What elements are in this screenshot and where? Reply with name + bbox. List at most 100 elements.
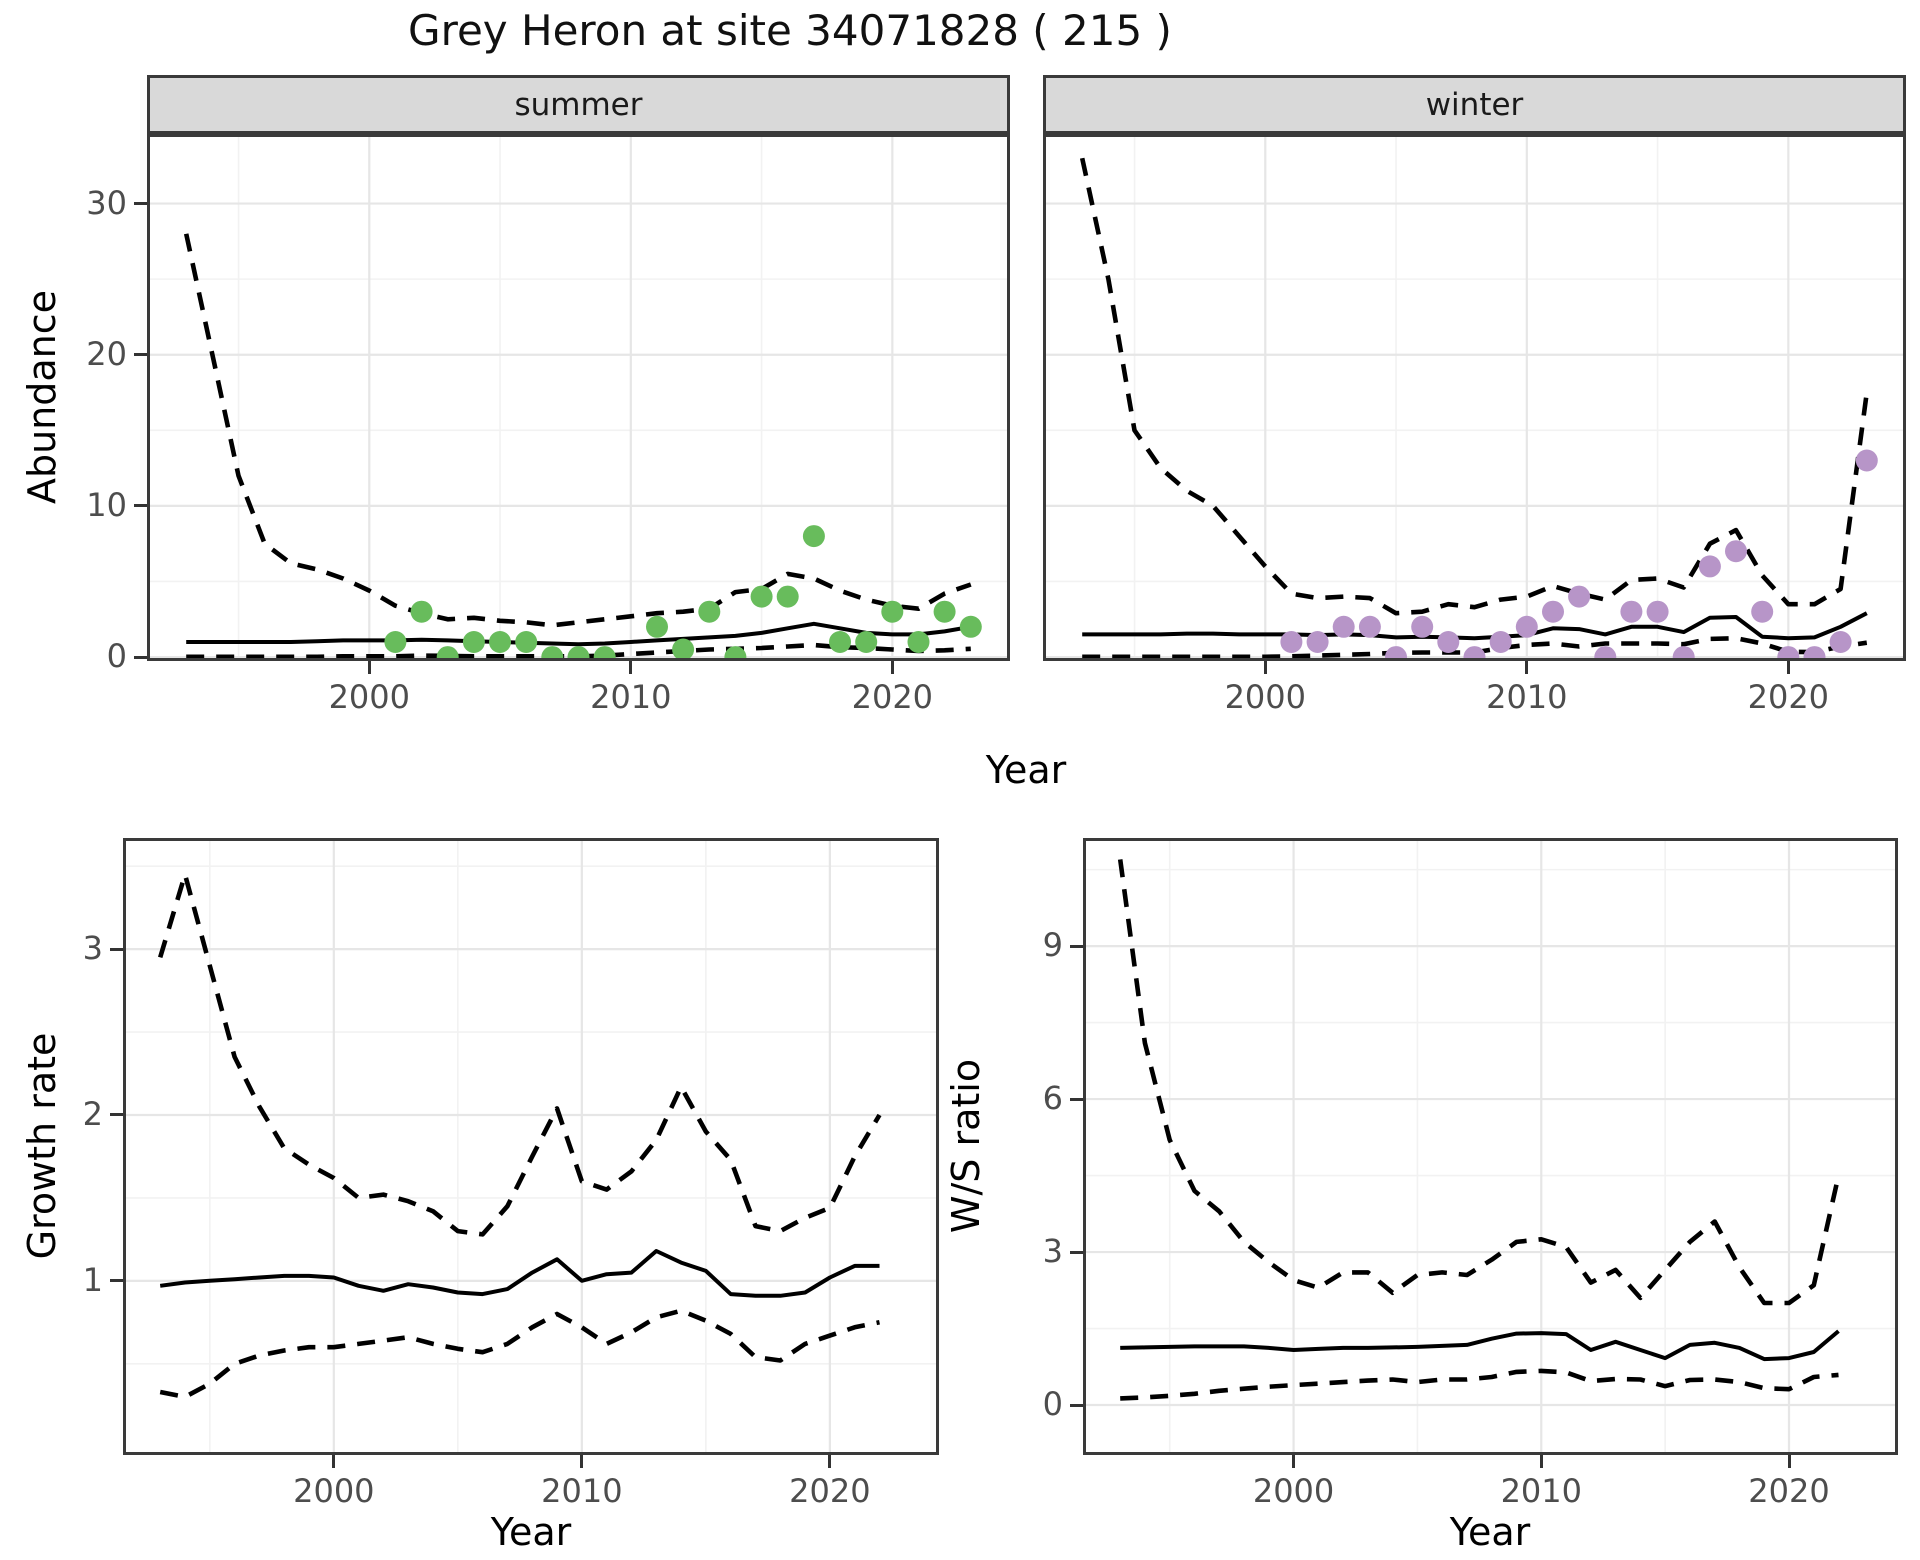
abundance-summer-observation-point xyxy=(907,631,930,653)
abundance-winter-observation-point xyxy=(1803,646,1826,661)
growth-rate-plot xyxy=(123,838,939,1455)
abundance-summer-observation-point xyxy=(410,600,433,623)
x-axis-tick xyxy=(367,661,371,674)
x-axis-tick xyxy=(1263,661,1267,674)
x-axis-tick xyxy=(580,1455,584,1468)
abundance-summer-plot xyxy=(147,134,1010,661)
growth-rate-mean-line xyxy=(159,1249,880,1298)
abundance-summer-observation-point xyxy=(933,600,956,623)
y-tick-label: 0 xyxy=(106,637,127,676)
x-axis-tick xyxy=(1292,1455,1296,1468)
abundance-winter-observation-point xyxy=(1306,631,1329,653)
ws-ratio-mean-line xyxy=(1120,1329,1840,1362)
abundance-summer-observation-point xyxy=(855,631,878,653)
abundance-winter-observation-point xyxy=(1411,615,1434,638)
abundance-summer-observation-point xyxy=(384,631,407,653)
x-tick-label: 2010 xyxy=(541,1472,623,1510)
x-axis-title-year-bottom-left: Year xyxy=(490,1510,572,1554)
y-tick-label: 20 xyxy=(86,334,127,373)
abundance-winter-observation-point xyxy=(1698,555,1721,578)
abundance-winter-plot xyxy=(1043,134,1906,661)
facet-strip-winter: winter xyxy=(1043,75,1906,134)
abundance-winter-observation-point xyxy=(1620,600,1643,623)
x-tick-label: 2000 xyxy=(1224,678,1306,716)
facet-strip-summer-label: summer xyxy=(514,86,643,123)
abundance-summer-observation-point xyxy=(541,646,564,661)
ws-ratio-lower-ci-line xyxy=(1120,1368,1839,1401)
abundance-winter-observation-point xyxy=(1594,646,1617,661)
y-axis-tick xyxy=(110,947,123,951)
abundance-summer-observation-point xyxy=(881,600,904,623)
y-axis-tick xyxy=(1070,1403,1083,1407)
abundance-winter-observation-point xyxy=(1777,646,1800,661)
y-tick-label: 6 xyxy=(1042,1079,1063,1118)
y-axis-tick xyxy=(134,504,147,508)
abundance-winter-observation-point xyxy=(1855,449,1878,472)
growth-rate-upper-ci-line xyxy=(157,872,882,1237)
y-axis-tick xyxy=(110,1113,123,1117)
abundance-summer-observation-point xyxy=(829,631,851,653)
y-tick-label: 3 xyxy=(82,929,103,968)
y-axis-tick xyxy=(110,1279,123,1283)
abundance-winter-observation-point xyxy=(1463,646,1486,661)
abundance-summer-observation-point xyxy=(436,646,459,661)
abundance-winter-observation-point xyxy=(1358,615,1381,638)
x-axis-tick xyxy=(1525,661,1529,674)
y-axis-tick xyxy=(134,655,147,659)
abundance-winter-observation-point xyxy=(1515,615,1538,638)
y-axis-tick xyxy=(1070,1097,1083,1101)
abundance-winter-observation-point xyxy=(1829,631,1852,653)
abundance-summer-observation-point xyxy=(802,525,825,548)
x-tick-label: 2010 xyxy=(590,678,672,716)
abundance-summer-observation-point xyxy=(672,638,695,661)
x-tick-label: 2010 xyxy=(1486,678,1568,716)
x-axis-tick xyxy=(1787,1455,1791,1468)
page-title: Grey Heron at site 34071828 ( 215 ) xyxy=(408,6,1172,55)
abundance-winter-observation-point xyxy=(1646,600,1669,623)
x-axis-tick xyxy=(890,661,894,674)
x-tick-label: 2010 xyxy=(1500,1472,1582,1510)
x-axis-tick xyxy=(332,1455,336,1468)
x-tick-label: 2000 xyxy=(328,678,410,716)
abundance-winter-observation-point xyxy=(1332,615,1355,638)
ws-ratio-plot xyxy=(1083,838,1898,1455)
y-axis-title-growth-rate: Growth rate xyxy=(20,1032,64,1260)
abundance-winter-observation-point xyxy=(1542,600,1564,623)
abundance-summer-mean-line xyxy=(186,621,972,647)
y-axis-tick xyxy=(134,202,147,206)
abundance-winter-observation-point xyxy=(1568,585,1591,608)
abundance-winter-observation-point xyxy=(1437,631,1460,653)
facet-strip-summer: summer xyxy=(147,75,1010,134)
x-tick-label: 2020 xyxy=(789,1472,871,1510)
y-tick-label: 3 xyxy=(1042,1232,1063,1271)
x-axis-tick xyxy=(1786,661,1790,674)
abundance-summer-observation-point xyxy=(698,600,721,623)
x-tick-label: 2000 xyxy=(1252,1472,1335,1510)
abundance-winter-mean-line xyxy=(1082,611,1868,641)
abundance-summer-observation-point xyxy=(593,646,616,661)
abundance-summer-observation-point xyxy=(462,631,485,653)
abundance-winter-upper-ci-line xyxy=(1079,157,1870,616)
y-tick-label: 2 xyxy=(82,1094,103,1133)
x-axis-tick xyxy=(629,661,633,674)
abundance-summer-observation-point xyxy=(646,615,668,638)
abundance-winter-observation-point xyxy=(1751,600,1774,623)
abundance-summer-observation-point xyxy=(567,646,590,661)
y-tick-label: 10 xyxy=(86,485,127,524)
y-tick-label: 0 xyxy=(1042,1385,1063,1424)
y-tick-label: 1 xyxy=(82,1260,103,1299)
y-axis-tick xyxy=(1070,944,1083,948)
abundance-summer-observation-point xyxy=(489,631,511,653)
y-tick-label: 9 xyxy=(1042,926,1063,965)
x-axis-title-year-top: Year xyxy=(985,748,1067,792)
y-axis-title-abundance: Abundance xyxy=(20,289,64,505)
abundance-summer-observation-point xyxy=(515,631,538,653)
abundance-summer-observation-point xyxy=(750,585,773,608)
abundance-summer-observation-point xyxy=(724,646,747,661)
x-tick-label: 2000 xyxy=(293,1472,375,1510)
x-axis-title-year-bottom-right: Year xyxy=(1449,1510,1531,1554)
abundance-winter-observation-point xyxy=(1489,631,1512,653)
growth-rate-lower-ci-line xyxy=(159,1308,880,1400)
abundance-winter-observation-point xyxy=(1280,631,1303,653)
